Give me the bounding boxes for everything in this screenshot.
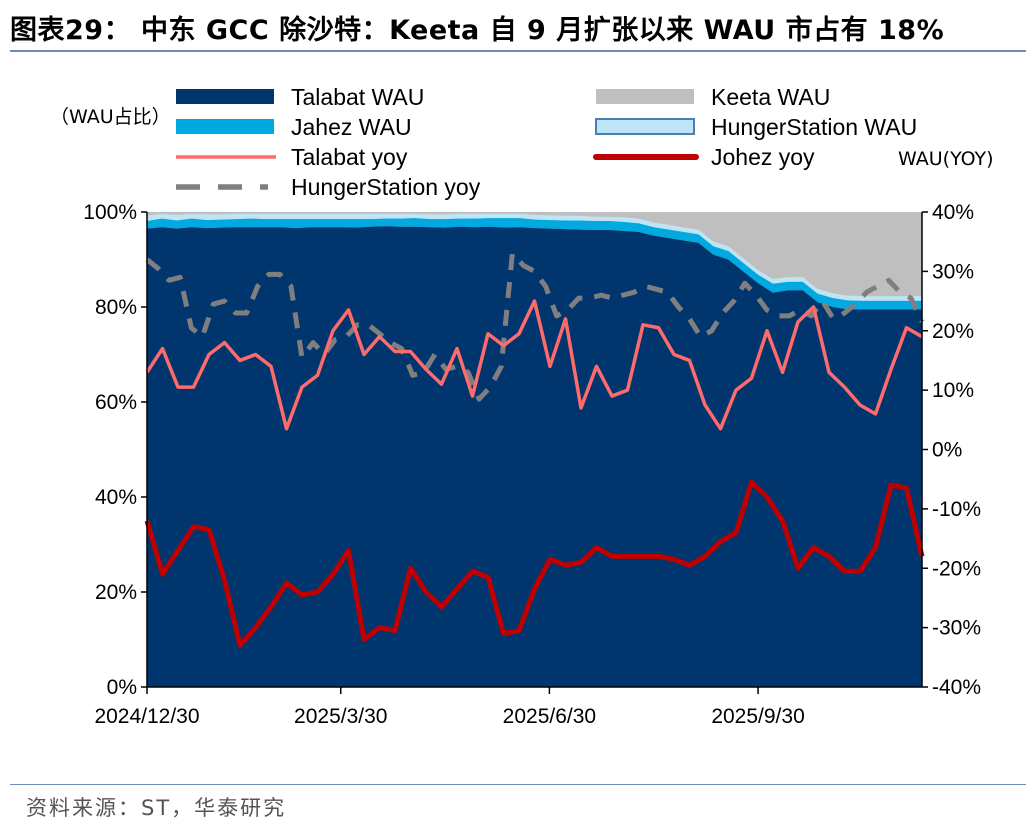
legend-item: Keeta WAU [596, 84, 830, 110]
area-layer [147, 212, 922, 687]
right-tick-label: -20% [932, 557, 981, 580]
legend-item: Johez yoy [593, 144, 815, 170]
talabat-yoy-line [145, 299, 923, 431]
legend-label: Talabat yoy [291, 144, 408, 170]
right-tick-label: 0% [932, 439, 962, 462]
legend-label: HungerStation yoy [291, 174, 481, 200]
right-tick-label: 30% [932, 260, 974, 283]
legend-label: Johez yoy [711, 144, 815, 170]
right-tick-label: -10% [932, 498, 981, 521]
right-tick-label: 20% [932, 320, 974, 343]
legend-swatch [176, 89, 274, 104]
axes-layer: 0% 20% 40% 60% 80% 100% -40% -30% -20% -10% 0% 10% 2… [50, 106, 994, 728]
left-axis-title: （WAU占比） [50, 106, 171, 128]
legend: Talabat WAU Keeta WAU Jahez WAU HungerStati… [176, 84, 917, 200]
source-note: 资料来源：ST，华泰研究 [26, 796, 287, 820]
left-tick-label: 80% [95, 296, 137, 319]
right-axis-title: WAU(YOY) [898, 148, 994, 170]
legend-swatch [596, 89, 694, 104]
talabat-wau-area [147, 226, 922, 687]
title-underline [10, 50, 1026, 52]
legend-label: Jahez WAU [291, 114, 412, 140]
x-tick-label: 2025/6/30 [503, 705, 596, 728]
right-tick-label: 40% [932, 201, 974, 224]
x-tick-label: 2025/9/30 [711, 705, 804, 728]
legend-item: Talabat WAU [176, 84, 424, 110]
jahez-wau-area [147, 218, 922, 310]
legend-item: HungerStation yoy [176, 174, 481, 200]
source-rule [10, 784, 1026, 785]
right-tick-label: -30% [932, 617, 981, 640]
legend-item: Talabat yoy [176, 144, 408, 170]
right-tick-label: -40% [932, 676, 981, 699]
jahez-yoy-line [144, 479, 925, 648]
left-tick-label: 100% [83, 201, 137, 224]
legend-label: Keeta WAU [711, 84, 830, 110]
left-tick-label: 20% [95, 581, 137, 604]
left-tick-label: 0% [107, 676, 137, 699]
hungerstation-yoy-line [145, 251, 925, 402]
left-tick-label: 40% [95, 486, 137, 509]
chart: 0% 20% 40% 60% 80% 100% -40% -30% -20% -10% 0% 10% 2… [50, 84, 994, 728]
line-layer [144, 251, 925, 648]
right-tick-label: 10% [932, 379, 974, 402]
legend-swatch [176, 119, 274, 134]
legend-label: HungerStation WAU [711, 114, 917, 140]
left-tick-label: 60% [95, 391, 137, 414]
legend-label: Talabat WAU [291, 84, 424, 110]
x-tick-label: 2025/3/30 [294, 705, 387, 728]
legend-swatch [595, 118, 695, 135]
legend-item: Jahez WAU [176, 114, 412, 140]
x-tick-label: 2024/12/30 [94, 705, 199, 728]
figure-title: 图表29： 中东 GCC 除沙特：Keeta 自 9 月扩张以来 WAU 市占有… [10, 15, 945, 46]
legend-item: HungerStation WAU [595, 114, 917, 140]
